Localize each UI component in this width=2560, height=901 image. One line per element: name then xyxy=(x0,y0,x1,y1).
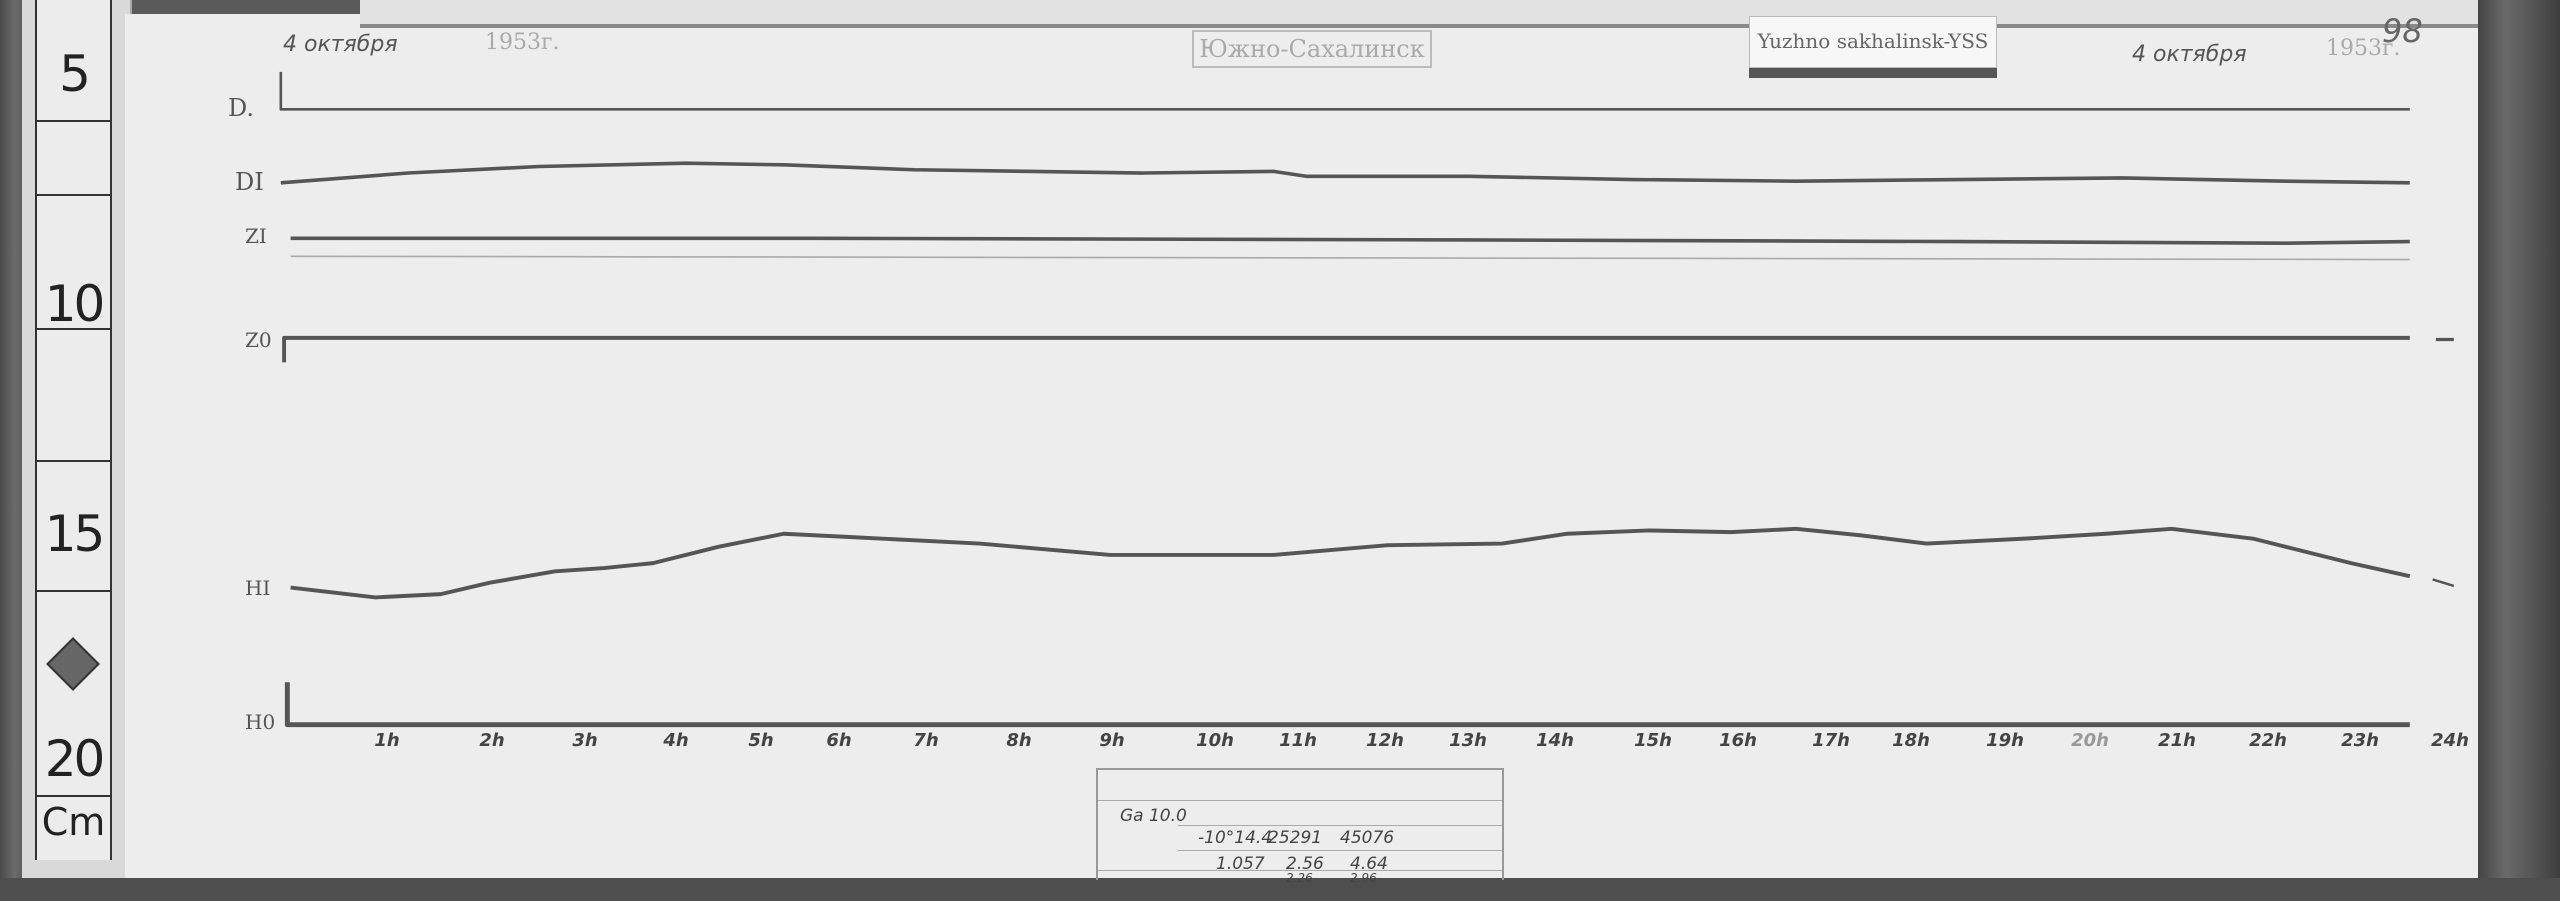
trace-zi-baseline xyxy=(290,255,2410,261)
hour-label: 9h xyxy=(1099,730,1125,751)
table-cell: 2.26 xyxy=(1286,871,1313,885)
hour-label: 22h xyxy=(2249,730,2287,751)
hour-label: 18h xyxy=(1892,730,1930,751)
ruler-mark-20: 20 xyxy=(44,730,106,788)
trace-hi xyxy=(290,526,2411,600)
trace-di xyxy=(280,161,2410,185)
sheet-number: 98 xyxy=(2382,12,2423,50)
cm-ruler: 5 10 15 20 Cm xyxy=(35,0,112,860)
label-di: DI xyxy=(235,168,264,196)
hour-label: 23h xyxy=(2341,730,2379,751)
label-h0: H0 xyxy=(245,710,276,734)
ruler-mark-15: 15 xyxy=(44,505,106,563)
hour-label: 11h xyxy=(1279,730,1317,751)
hour-label: 16h xyxy=(1719,730,1757,751)
table-cell: 4.64 xyxy=(1350,854,1388,874)
year-right: 1953г. xyxy=(2326,36,2401,61)
hour-label: 3h xyxy=(572,730,598,751)
ruler-unit: Cm xyxy=(41,800,106,844)
trace-d0 xyxy=(279,71,2410,111)
table-cell: 1.057 xyxy=(1216,854,1265,874)
table-cell: 2.56 xyxy=(1286,854,1324,874)
paper-top-edge xyxy=(360,0,2480,28)
table-cell: 2.96 xyxy=(1350,871,1377,885)
hour-label: 1h xyxy=(374,730,400,751)
table-cell: -10°14.4 xyxy=(1198,828,1273,848)
hour-label: 17h xyxy=(1812,730,1850,751)
wood-background-bottom xyxy=(0,878,2560,901)
label-zi: ZI xyxy=(245,224,267,248)
hour-label: 13h xyxy=(1449,730,1487,751)
label-d0: D. xyxy=(228,94,255,122)
wood-background-right xyxy=(2478,0,2560,901)
station-stamp: Южно-Сахалинск xyxy=(1192,30,1432,68)
hour-label: 8h xyxy=(1006,730,1032,751)
hour-label: 24h xyxy=(2431,730,2469,751)
ruler-mark-5: 5 xyxy=(59,45,91,103)
station-label-card: Yuzhno sakhalinsk-YSS xyxy=(1749,16,1997,68)
hour-label: 14h xyxy=(1536,730,1574,751)
hour-label: 19h xyxy=(1986,730,2024,751)
magnetogram-paper xyxy=(125,14,2478,878)
date-right: 4 октября xyxy=(2132,42,2247,67)
hour-label: 2h xyxy=(479,730,505,751)
hour-label: 20h xyxy=(2071,730,2109,751)
trace-h0 xyxy=(284,682,2410,728)
hour-label: 4h xyxy=(663,730,689,751)
trace-z0 xyxy=(282,335,2410,363)
hour-label: 15h xyxy=(1634,730,1672,751)
date-left: 4 октября xyxy=(283,32,398,57)
hour-label: 5h xyxy=(748,730,774,751)
hour-label: 6h xyxy=(826,730,852,751)
label-z0: Z0 xyxy=(245,328,272,352)
station-label: Yuzhno sakhalinsk-YSS xyxy=(1757,29,1989,53)
trace-zi xyxy=(290,236,2410,246)
table-cell: 25291 xyxy=(1268,828,1323,848)
label-hi: HI xyxy=(245,576,271,600)
table-cell: 45076 xyxy=(1340,828,1395,848)
calibration-table: Ga 10.0 -10°14.4 25291 45076 1.057 2.56 … xyxy=(1096,768,1504,885)
hour-label: 12h xyxy=(1366,730,1404,751)
ruler-mark-10: 10 xyxy=(44,275,106,333)
hour-label: 21h xyxy=(2158,730,2196,751)
table-scale: Ga 10.0 xyxy=(1120,806,1187,826)
hour-label: 10h xyxy=(1196,730,1234,751)
year-left: 1953г. xyxy=(485,30,560,55)
hour-label: 7h xyxy=(913,730,939,751)
